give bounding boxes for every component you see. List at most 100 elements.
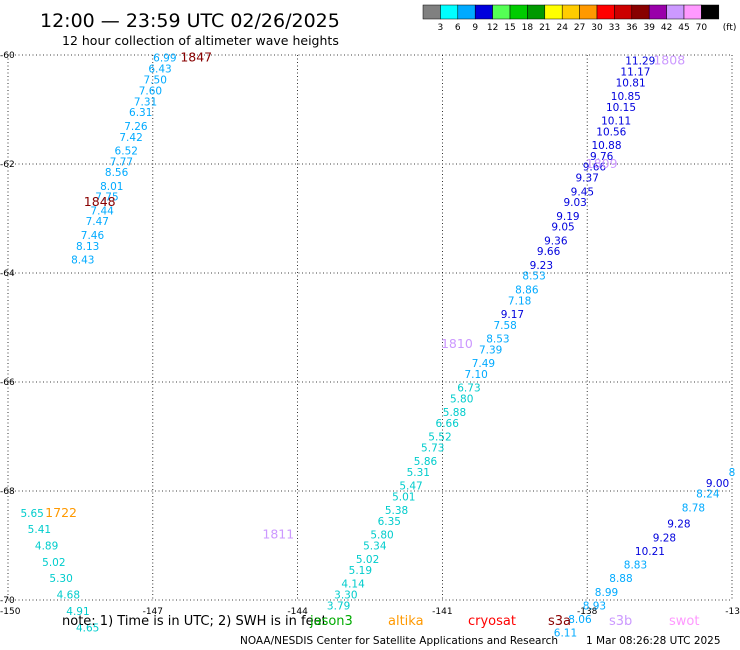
swh-value-label: 7.47	[86, 216, 109, 228]
colorbar-swatch	[683, 4, 702, 20]
x-tick-label: -150	[0, 607, 21, 617]
swh-value-label: 10.15	[606, 102, 636, 114]
swh-value-label: 9.66	[583, 162, 607, 174]
colorbar-tick-label: 36	[626, 23, 638, 33]
swh-value-label: 10.11	[601, 115, 631, 127]
swh-value-label: 10.88	[591, 140, 621, 152]
colorbar-swatch	[527, 4, 546, 20]
colorbar-swatch	[648, 4, 667, 20]
swh-value-label: 5.19	[349, 565, 372, 577]
colorbar-swatch	[544, 4, 563, 20]
colorbar-tick-label: 3	[438, 23, 444, 33]
swh-value-label: 9.05	[551, 222, 574, 234]
swh-value-label: 6.11	[554, 628, 577, 640]
chart-title: 12:00 — 23:59 UTC 02/26/2025	[40, 10, 340, 32]
colorbar-swatch	[457, 4, 476, 20]
swh-value-label: 9.76	[590, 151, 614, 163]
x-tick-label: -144	[287, 607, 308, 617]
swh-value-label: 7.60	[139, 85, 162, 97]
colorbar-swatch	[614, 4, 633, 20]
swh-value-label: 6.66	[436, 418, 460, 430]
swh-value-label: 8.24	[696, 489, 720, 501]
swh-value-label: 8	[729, 467, 736, 479]
swh-value-label: 6.99	[153, 53, 176, 65]
colorbar-tick-label: 6	[455, 23, 461, 33]
swh-value-label: 9.45	[571, 186, 594, 198]
colorbar-tick-label: 30	[591, 23, 603, 33]
satellite-legend-entry: swot	[669, 614, 699, 629]
x-tick-label: -13	[725, 607, 740, 617]
pass-time-label: 1810	[441, 336, 473, 351]
x-axis-ticks: -150 -147 -144 -141 -138 -13	[0, 607, 740, 617]
swh-value-label: 7.18	[508, 295, 531, 307]
y-axis-ticks: -60 -62 -64 -66 -68 -70	[0, 51, 15, 606]
swh-value-label: 5.41	[28, 524, 51, 536]
x-tick-label: -147	[143, 607, 163, 617]
colorbar-swatch	[631, 4, 650, 20]
swh-value-label: 5.31	[407, 467, 430, 479]
swh-value-label: 5.73	[421, 442, 444, 454]
satellite-legend-entry: jason3	[309, 614, 353, 629]
colorbar-tick-label: 33	[609, 23, 620, 33]
pass-time-label: 1809	[586, 156, 618, 171]
swh-value-label: 10.81	[616, 77, 646, 89]
colorbar-swatch	[596, 4, 615, 20]
swh-value-label: 9.00	[706, 478, 729, 490]
swh-value-label: 4.91	[66, 606, 89, 618]
colorbar-swatch	[474, 4, 493, 20]
y-tick-label: -60	[0, 51, 15, 61]
pass-time-label: 1811	[262, 527, 294, 542]
colorbar-tick-label: 12	[487, 23, 498, 33]
swh-value-label: 8.99	[595, 587, 618, 599]
swh-value-label: 9.28	[653, 532, 676, 544]
swh-value-label: 8.56	[105, 167, 129, 179]
swh-value-label: 9.36	[544, 235, 568, 247]
swh-value-label: 8.78	[682, 502, 705, 514]
swh-value-label: 7.31	[134, 96, 157, 108]
swh-value-label: 11.17	[620, 66, 650, 78]
swh-value-label: 4.89	[35, 541, 58, 553]
swh-value-label: 9.03	[563, 197, 586, 209]
swh-value-label: 8.83	[624, 560, 647, 572]
colorbar-swatch	[579, 4, 598, 20]
swh-value-label: 5.88	[443, 407, 466, 419]
colorbar-swatch	[509, 4, 528, 20]
pass-time-label: 1722	[45, 505, 77, 520]
y-tick-label: -64	[0, 269, 15, 279]
swh-value-label: 10.21	[635, 546, 665, 558]
swh-value-label: 6.73	[457, 382, 480, 394]
satellite-legend-entry: s3a	[548, 614, 571, 629]
swh-value-label: 8.86	[515, 284, 539, 296]
chart-subtitle: 12 hour collection of altimeter wave hei…	[62, 33, 339, 48]
pass-time-label: 1808	[653, 52, 685, 67]
swh-value-label: 5.52	[428, 432, 451, 444]
swh-value-label: 5.30	[49, 573, 72, 585]
swh-value-label: 6.31	[129, 107, 152, 119]
swh-value-label: 6.52	[115, 145, 138, 157]
swh-value-label: 5.02	[42, 557, 65, 569]
swh-value-label: 3.79	[327, 600, 350, 612]
swh-value-label: 5.65	[20, 508, 43, 520]
swh-value-label: 8.93	[583, 600, 606, 612]
swh-value-label: 5.02	[356, 554, 379, 566]
swh-value-label: 3.30	[334, 590, 357, 602]
x-tick-label: -141	[432, 607, 452, 617]
colorbar-swatch	[422, 4, 441, 20]
plot-frame	[0, 55, 740, 600]
satellite-legend-entry: cryosat	[468, 614, 516, 629]
swh-value-label: 7.58	[493, 320, 516, 332]
satellite-legend-entry: s3b	[609, 614, 632, 629]
swh-value-label: 9.23	[530, 260, 553, 272]
credit-line: NOAA/NESDIS Center for Satellite Applica…	[240, 635, 558, 647]
colorbar-tick-label: 18	[522, 23, 534, 33]
colorbar-unit: (ft)	[723, 23, 737, 33]
swh-value-label: 8.06	[568, 614, 592, 626]
swh-value-label: 7.42	[119, 132, 142, 144]
swh-value-label: 8.43	[71, 254, 94, 266]
swh-value-label: 7.44	[90, 205, 114, 217]
swh-value-label: 7.77	[110, 156, 133, 168]
swh-value-label: 8.53	[522, 271, 545, 283]
colorbar-tick-label: 70	[696, 23, 708, 33]
swh-value-label: 11.29	[625, 55, 655, 67]
